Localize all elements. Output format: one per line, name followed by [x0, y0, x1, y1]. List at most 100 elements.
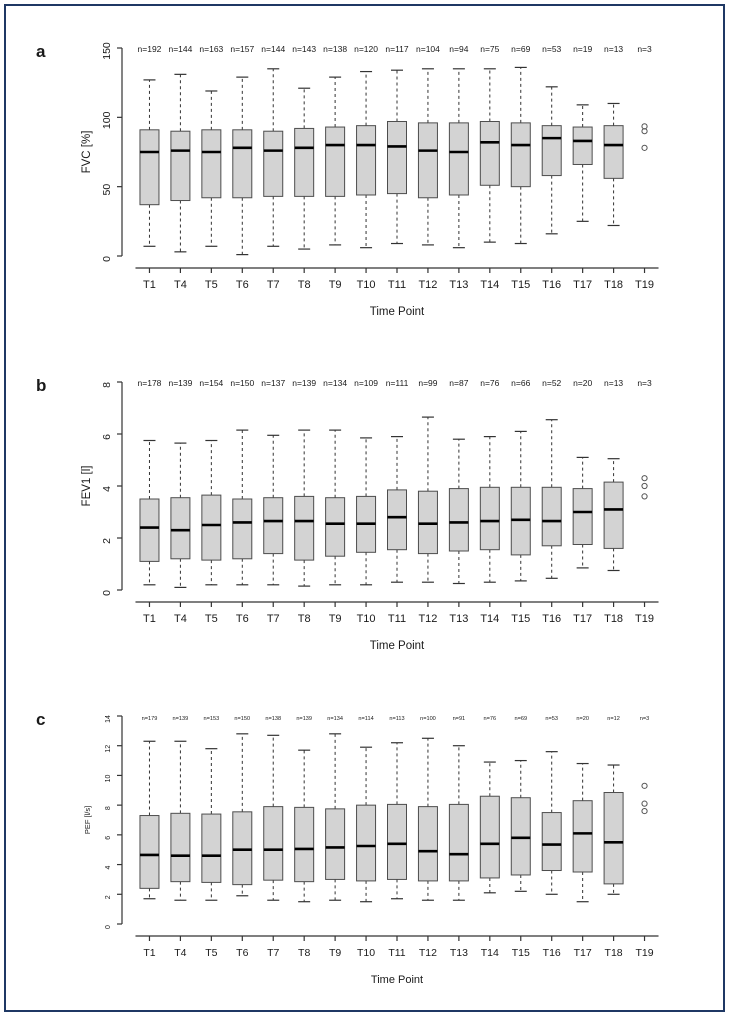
n-count-label: n=76	[484, 716, 497, 722]
box	[263, 497, 284, 555]
box	[387, 120, 407, 195]
x-tick-label: T6	[236, 279, 249, 291]
outlier-point	[641, 128, 648, 135]
x-tick-label: T13	[449, 279, 468, 291]
n-count-label: n=3	[637, 378, 652, 388]
y-tick-label: 2	[105, 895, 112, 899]
n-count-label: n=3	[637, 44, 652, 54]
x-tick-label: T10	[357, 613, 376, 625]
box	[479, 120, 500, 186]
x-tick-label: T7	[267, 613, 280, 625]
n-count-label: n=53	[542, 44, 561, 54]
x-tick-label: T6	[236, 947, 248, 959]
x-tick-label: T9	[329, 947, 341, 959]
n-count-label: n=66	[511, 378, 530, 388]
panel-b: b 0 2 4 6 8 FEV1 [l] T1 n=178 T4 n=139 T5 n=154 T6 n=…	[6, 354, 723, 684]
n-count-label: n=134	[323, 378, 347, 388]
n-count-label: n=178	[138, 378, 162, 388]
panel-letter-a: a	[36, 42, 46, 61]
box	[139, 498, 160, 562]
box	[170, 130, 191, 202]
panel-letter-c: c	[36, 710, 46, 729]
n-count-label: n=113	[389, 716, 404, 722]
x-tick-label: T7	[267, 947, 279, 959]
n-count-label: n=138	[323, 44, 347, 54]
box	[294, 127, 315, 197]
x-tick-label: T18	[604, 279, 623, 291]
box	[356, 804, 377, 882]
n-count-label: n=138	[265, 716, 281, 722]
x-axis-title: Time Point	[370, 306, 425, 318]
x-tick-label: T11	[388, 613, 406, 625]
y-tick-label: 0	[101, 256, 113, 262]
box	[417, 122, 438, 199]
y-tick-label: 10	[105, 774, 112, 782]
box	[356, 125, 377, 196]
n-count-label: n=19	[573, 44, 592, 54]
x-tick-label: T4	[174, 279, 187, 291]
n-count-label: n=20	[576, 716, 589, 722]
x-tick-label: T16	[542, 613, 561, 625]
x-tick-label: T15	[512, 947, 530, 959]
y-tick-label: 0	[101, 590, 113, 596]
n-count-label: n=150	[230, 378, 254, 388]
x-axis-title: Time Point	[370, 640, 425, 652]
n-count-label: n=109	[354, 378, 378, 388]
box	[170, 497, 191, 560]
x-tick-label: T18	[604, 613, 623, 625]
box	[201, 129, 222, 199]
box	[417, 806, 438, 882]
n-count-label: n=75	[480, 44, 499, 54]
box	[232, 129, 253, 199]
x-tick-label: T5	[205, 947, 217, 959]
x-tick-label: T14	[480, 279, 499, 291]
n-count-label: n=157	[230, 44, 254, 54]
n-count-label: n=20	[573, 378, 592, 388]
box	[263, 130, 284, 197]
n-count-label: n=69	[514, 716, 527, 722]
y-tick-label: 8	[105, 806, 112, 810]
outlier-point	[641, 807, 648, 815]
y-axis-title: FVC [%]	[81, 131, 93, 174]
box	[572, 800, 593, 873]
x-tick-label: T13	[450, 947, 468, 959]
box	[510, 797, 531, 876]
x-tick-label: T4	[174, 947, 186, 959]
outlier-point	[641, 482, 648, 490]
box	[387, 803, 407, 880]
n-count-label: n=117	[385, 44, 409, 54]
x-tick-label: T19	[635, 613, 654, 625]
x-tick-label: T19	[635, 947, 653, 959]
n-count-label: n=153	[203, 716, 219, 722]
outlier-point	[641, 475, 648, 482]
x-tick-label: T15	[511, 613, 530, 625]
y-tick-label: 100	[101, 111, 113, 129]
box	[325, 497, 346, 557]
box	[448, 803, 469, 882]
n-count-label: n=163	[199, 44, 223, 54]
y-tick-label: 14	[105, 715, 112, 723]
x-tick-label: T12	[418, 613, 437, 625]
box	[448, 122, 469, 196]
box	[325, 808, 346, 880]
y-tick-label: 6	[101, 434, 113, 440]
box	[294, 495, 315, 561]
x-tick-label: T10	[357, 947, 375, 959]
n-count-label: n=104	[416, 44, 440, 54]
x-tick-label: T14	[480, 613, 499, 625]
n-count-label: n=76	[480, 378, 499, 388]
n-count-label: n=139	[168, 378, 192, 388]
box	[232, 498, 253, 560]
box	[603, 481, 624, 549]
y-axis-title: FEV1 [l]	[81, 466, 93, 507]
x-tick-label: T1	[143, 613, 156, 625]
n-count-label: n=139	[292, 378, 316, 388]
n-count-label: n=120	[354, 44, 378, 54]
n-count-label: n=111	[386, 378, 409, 388]
x-tick-label: T17	[573, 613, 592, 625]
x-tick-label: T19	[635, 279, 654, 291]
box	[541, 486, 562, 547]
box	[572, 126, 593, 165]
x-tick-label: T13	[449, 613, 468, 625]
box	[139, 815, 160, 889]
